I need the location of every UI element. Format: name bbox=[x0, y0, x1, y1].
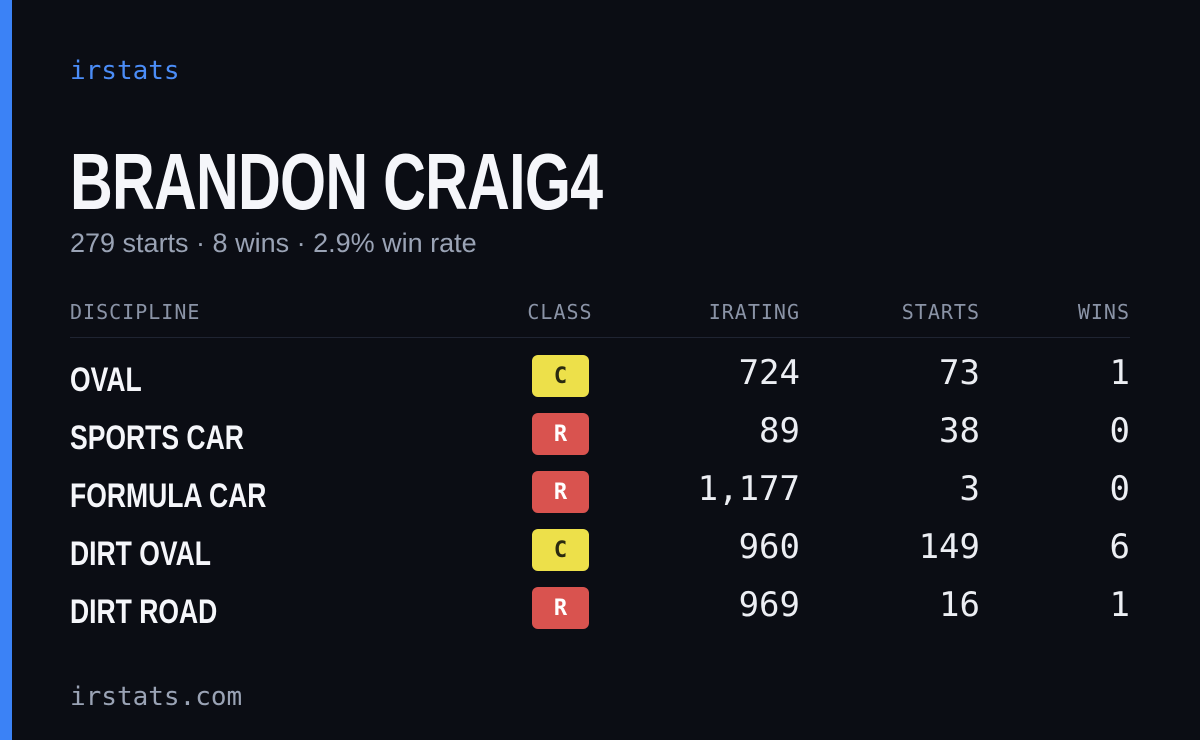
starts-value: 149 bbox=[918, 527, 980, 567]
starts-value: 3 bbox=[959, 469, 980, 509]
discipline: DIRT ROAD bbox=[70, 593, 218, 631]
irating-value: 89 bbox=[759, 411, 800, 451]
discipline: FORMULA CAR bbox=[70, 477, 267, 515]
column-header: CLASS bbox=[527, 300, 593, 324]
wins-value: 0 bbox=[1109, 469, 1130, 509]
starts-value: 38 bbox=[939, 411, 980, 451]
wins-value: 1 bbox=[1109, 585, 1130, 625]
discipline: DIRT OVAL bbox=[70, 535, 211, 573]
class-badge: C bbox=[532, 355, 589, 397]
class-badge: C bbox=[532, 529, 589, 571]
irating-value: 969 bbox=[738, 585, 800, 625]
class-badge: R bbox=[532, 471, 589, 513]
starts-value: 16 bbox=[939, 585, 980, 625]
column-header: WINS bbox=[1077, 300, 1130, 324]
column-header: STARTS bbox=[901, 300, 980, 324]
column-header: DISCIPLINE bbox=[70, 300, 201, 324]
column-header: IRATING bbox=[708, 300, 800, 324]
footer: irstats.com bbox=[70, 682, 243, 712]
brand: irstats bbox=[70, 56, 180, 86]
irating-value: 724 bbox=[738, 353, 800, 393]
discipline: SPORTS CAR bbox=[70, 419, 244, 457]
wins-value: 6 bbox=[1109, 527, 1130, 567]
class-badge: R bbox=[532, 413, 589, 455]
wins-value: 1 bbox=[1109, 353, 1130, 393]
wins-value: 0 bbox=[1109, 411, 1130, 451]
driver-name: BRANDON CRAIG4 bbox=[70, 137, 603, 226]
discipline: OVAL bbox=[70, 361, 142, 399]
accent-bar bbox=[0, 0, 12, 740]
driver-summary: 279 starts · 8 wins · 2.9% win rate bbox=[70, 228, 477, 258]
irating-value: 960 bbox=[738, 527, 800, 567]
irating-value: 1,177 bbox=[697, 469, 800, 509]
class-badge: R bbox=[532, 587, 589, 629]
starts-value: 73 bbox=[939, 353, 980, 393]
header-rule bbox=[70, 337, 1130, 338]
